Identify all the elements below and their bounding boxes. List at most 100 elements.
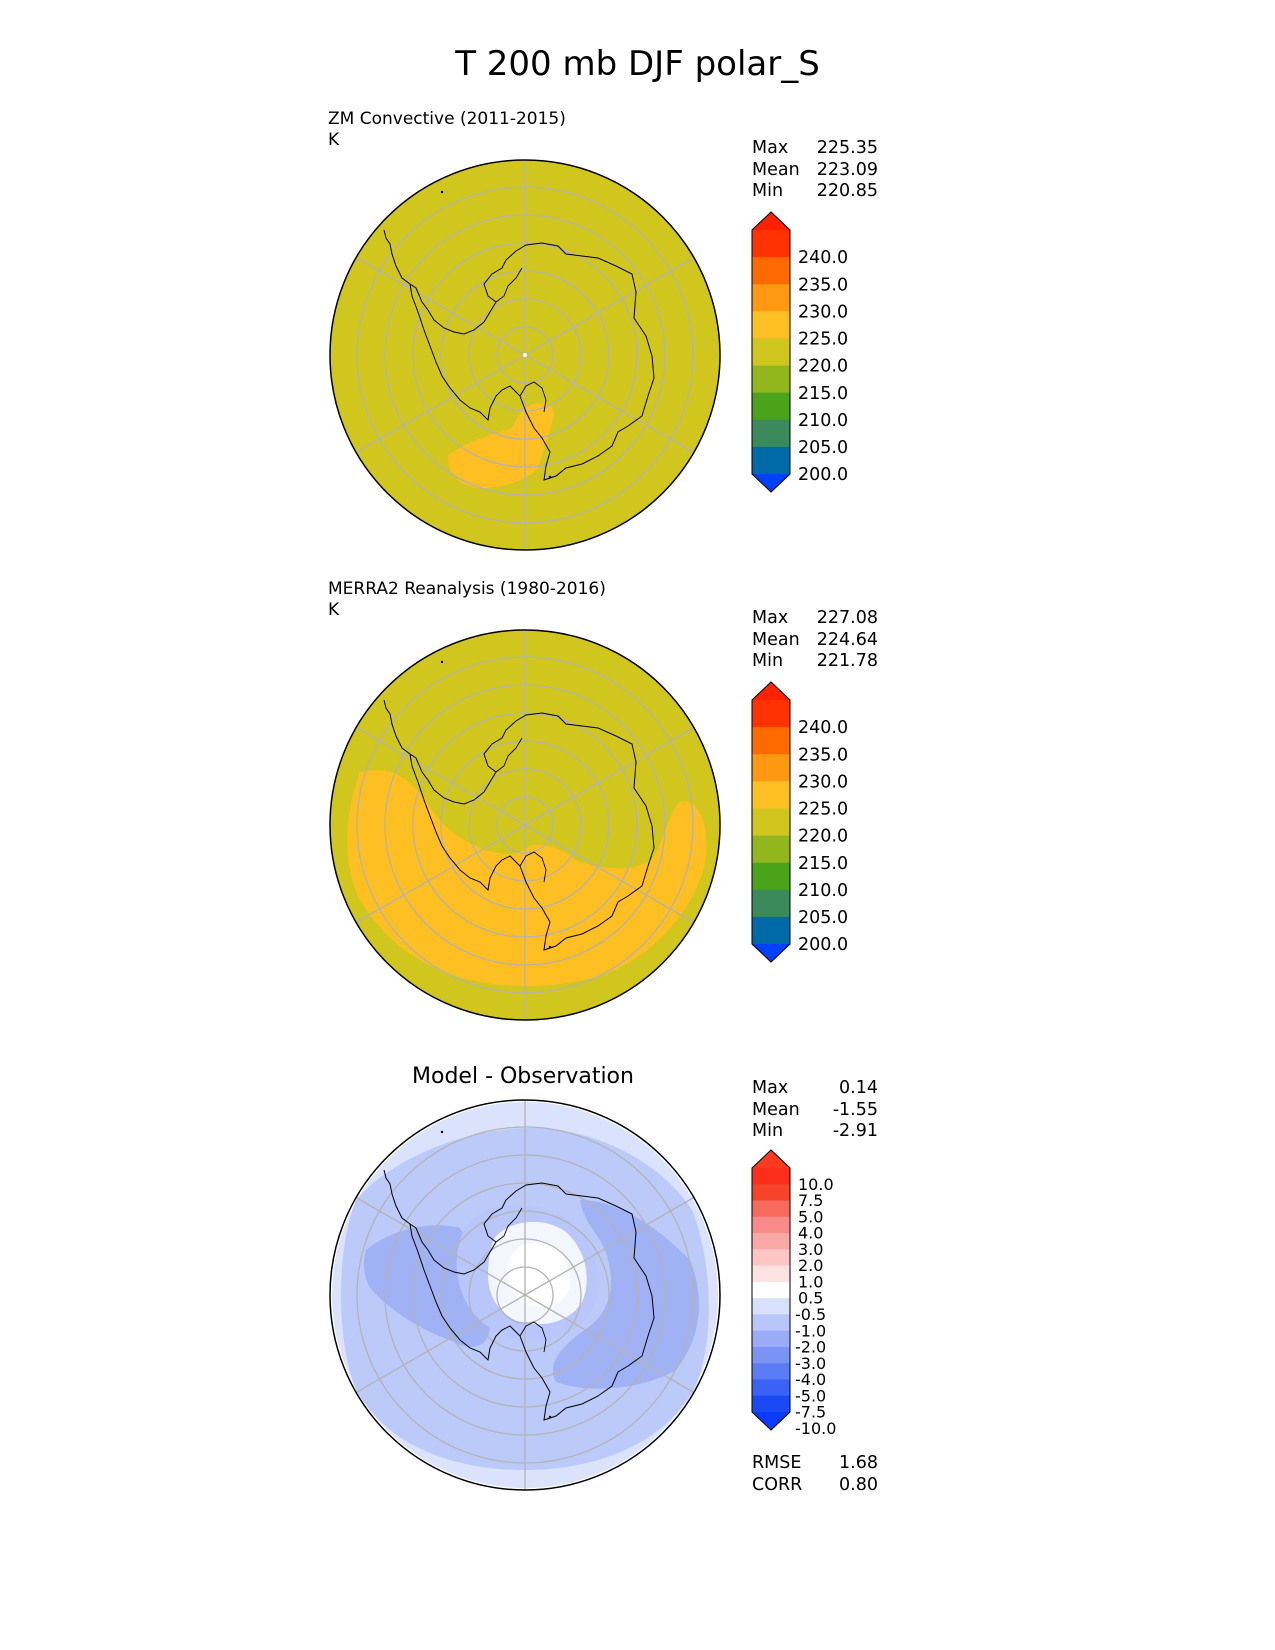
colorbar-extend-max bbox=[752, 212, 790, 230]
stat-min: Min -2.91 bbox=[752, 1121, 878, 1143]
stat-name: Min bbox=[752, 181, 784, 201]
colorbar-tick-label: -4.0 bbox=[795, 1370, 826, 1389]
metric-rmse: RMSE 1.68 bbox=[752, 1453, 878, 1475]
colorbar-outline bbox=[751, 681, 791, 963]
stat-value: 221.78 bbox=[816, 651, 878, 671]
graticule bbox=[355, 630, 695, 1020]
colorbar-tick-label: -2.0 bbox=[795, 1338, 826, 1357]
ross-ice-shelf bbox=[519, 381, 547, 413]
colorbar-tick-label: 235.0 bbox=[798, 745, 848, 765]
antarctica-coastline bbox=[409, 1182, 655, 1421]
colorbar-extend-max bbox=[752, 682, 790, 700]
colorbar-segment bbox=[752, 781, 790, 810]
ross-ice-shelf bbox=[519, 1321, 547, 1353]
stat-name: Min bbox=[752, 651, 784, 671]
colorbar-segment bbox=[752, 700, 790, 728]
stat-value: -2.91 bbox=[832, 1121, 878, 1141]
colorbar-extend-min bbox=[752, 474, 790, 492]
graticule bbox=[355, 1100, 695, 1490]
colorbar-segment bbox=[752, 365, 790, 394]
island bbox=[548, 1415, 552, 1419]
colorbar-tick-label: 230.0 bbox=[798, 302, 848, 322]
antarctica-coastline bbox=[409, 712, 655, 951]
colorbar-tick-label: -7.5 bbox=[795, 1403, 826, 1422]
colorbar-extend-min bbox=[752, 944, 790, 962]
colorbar-tick-label: -1.0 bbox=[795, 1321, 826, 1340]
colorbar-tick-label: 215.0 bbox=[798, 854, 848, 874]
panel-2-stats: Max 227.08 Mean 224.64 Min 221.78 bbox=[752, 608, 878, 673]
colorbar-segment bbox=[752, 1281, 790, 1299]
stat-value: 224.64 bbox=[816, 629, 878, 650]
colorbar-tick-label: 220.0 bbox=[798, 357, 848, 377]
colorbar-tick-label: 5.0 bbox=[798, 1207, 823, 1226]
weddell-ice-shelf bbox=[495, 267, 523, 303]
metric-value: 1.68 bbox=[839, 1453, 878, 1473]
colorbar-tick-label: 3.0 bbox=[798, 1240, 823, 1259]
meridian-line bbox=[355, 256, 526, 356]
stat-name: Mean bbox=[752, 159, 800, 180]
meridian-line bbox=[524, 824, 695, 924]
metric-name: RMSE bbox=[752, 1453, 802, 1473]
weddell-ice-shelf bbox=[495, 1207, 523, 1243]
island bbox=[440, 1130, 444, 1134]
colorbar-tick-label: 4.0 bbox=[798, 1224, 823, 1243]
stat-value: 227.08 bbox=[816, 608, 878, 628]
colorbar-tick-label: 225.0 bbox=[798, 800, 848, 820]
colorbar-tick-label: 0.5 bbox=[798, 1289, 823, 1308]
panel-3-map bbox=[329, 1099, 721, 1491]
peninsula-coastline bbox=[383, 1169, 411, 1225]
stat-value: 220.85 bbox=[816, 181, 878, 201]
colorbar-segment bbox=[752, 1363, 790, 1381]
colorbar-tick-label: 215.0 bbox=[798, 384, 848, 404]
stat-name: Max bbox=[752, 608, 789, 628]
colorbar-tick-label: -0.5 bbox=[795, 1305, 826, 1324]
stat-mean: Mean -1.55 bbox=[752, 1100, 878, 1122]
island bbox=[548, 945, 552, 949]
meridian-line bbox=[524, 256, 695, 356]
metric-name: CORR bbox=[752, 1474, 803, 1495]
colorbar-segment bbox=[752, 257, 790, 285]
colorbar-segment bbox=[752, 1379, 790, 1397]
panel-1-colorbar: 240.0 235.0 230.0 225.0 220.0 215.0 210.0 205.0… bbox=[751, 211, 848, 493]
colorbar-segment bbox=[752, 446, 790, 475]
colorbar-segment bbox=[752, 1233, 790, 1250]
island bbox=[440, 190, 444, 194]
colorbar-segment bbox=[752, 1314, 790, 1332]
colorbar-outline bbox=[751, 1149, 791, 1431]
colorbar-segment bbox=[752, 419, 790, 448]
meridian-line bbox=[355, 824, 526, 924]
map-boundary bbox=[329, 159, 721, 551]
panel-1-map bbox=[329, 159, 721, 551]
colorbar-tick-label: 7.5 bbox=[798, 1191, 823, 1210]
colorbar-segment bbox=[752, 889, 790, 918]
colorbar-segment bbox=[752, 1265, 790, 1283]
panel-2-label: MERRA2 Reanalysis (1980-2016) K bbox=[328, 579, 606, 620]
colorbar-segment bbox=[752, 1249, 790, 1267]
colorbar-tick-label: 235.0 bbox=[798, 275, 848, 295]
meridian-line bbox=[524, 1196, 695, 1296]
colorbar-tick-label: 10.0 bbox=[798, 1175, 834, 1194]
panel-3-colorbar: 10.07.55.04.03.02.01.00.5-0.5-1.0-2.0-3.… bbox=[751, 1149, 836, 1438]
map-boundary bbox=[329, 629, 721, 1021]
stat-max: Max 0.14 bbox=[752, 1078, 878, 1100]
stat-name: Max bbox=[752, 1078, 789, 1098]
colorbar-tick-label: 2.0 bbox=[798, 1256, 823, 1275]
panel-2-colorbar: 240.0 235.0 230.0 225.0 220.0 215.0 210.0 205.0… bbox=[751, 681, 848, 963]
weddell-ice-shelf bbox=[495, 737, 523, 773]
colorbar-segment bbox=[752, 727, 790, 755]
indian-cool-patch bbox=[552, 1200, 699, 1389]
colorbar-segment bbox=[752, 230, 790, 258]
island bbox=[548, 475, 552, 479]
colorbar-segment bbox=[752, 392, 790, 421]
peninsula-coastline bbox=[383, 699, 411, 755]
stat-min: Min 220.85 bbox=[752, 181, 878, 203]
colorbar-segment bbox=[752, 311, 790, 340]
colorbar-tick-label: 205.0 bbox=[798, 908, 848, 928]
stat-mean: Mean 224.64 bbox=[752, 630, 878, 652]
panel-2-map bbox=[329, 629, 721, 1021]
colorbar-tick-label: 230.0 bbox=[798, 772, 848, 792]
map-boundary bbox=[329, 1099, 721, 1491]
colorbar-segment bbox=[752, 916, 790, 945]
meridian-line bbox=[355, 726, 526, 826]
colorbar-tick-label: 205.0 bbox=[798, 438, 848, 458]
